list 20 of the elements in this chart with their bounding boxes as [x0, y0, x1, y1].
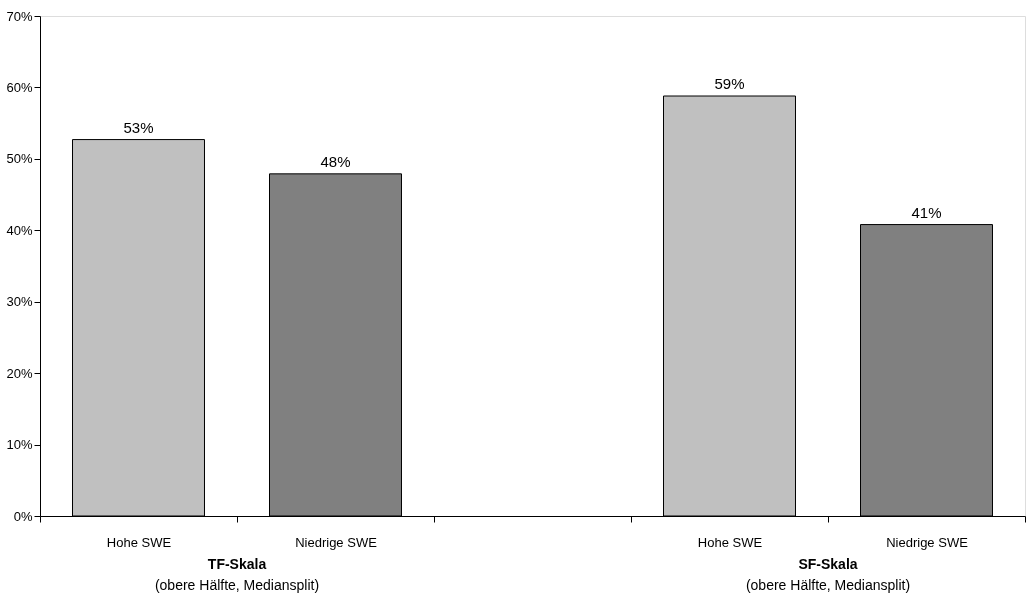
- data-label: 41%: [911, 203, 942, 221]
- x-tick-label: Hohe SWE: [106, 534, 172, 550]
- y-tick-label: 50%: [6, 151, 33, 167]
- y-tick-label: 60%: [6, 79, 33, 95]
- y-tick-label: 20%: [6, 365, 33, 381]
- text: (obere Hälfte, Mediansplit): [154, 577, 320, 593]
- text: (obere Hälfte, Mediansplit): [745, 577, 911, 593]
- y-tick-label: 40%: [6, 222, 33, 238]
- data-label: 48%: [320, 152, 351, 170]
- y-tick-label: 70%: [6, 8, 33, 24]
- y-tick-label: 10%: [6, 437, 33, 453]
- data-label: 53%: [123, 118, 154, 136]
- text: TF-Skala: [207, 556, 267, 572]
- x-tick-label: Niedrige SWE: [886, 534, 969, 550]
- x-tick-label: Niedrige SWE: [295, 534, 378, 550]
- data-label: 59%: [714, 75, 745, 92]
- y-tick-label: 30%: [6, 294, 33, 310]
- text: SF-Skala: [798, 556, 858, 572]
- y-tick-label: 0%: [13, 508, 33, 524]
- x-tick-label: Hohe SWE: [697, 534, 763, 550]
